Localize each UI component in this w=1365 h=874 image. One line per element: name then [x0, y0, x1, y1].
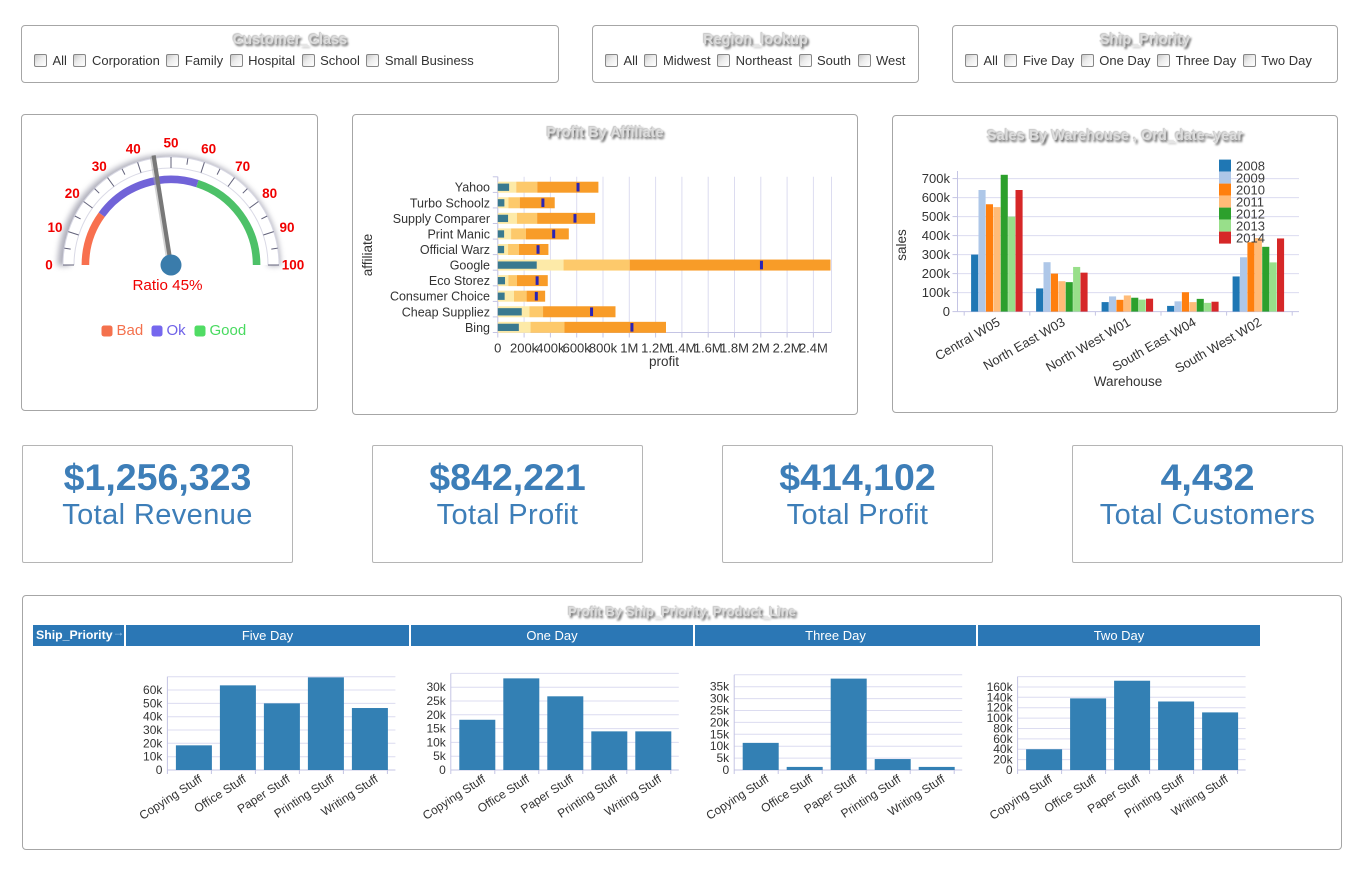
svg-text:0: 0	[494, 341, 501, 356]
svg-text:80: 80	[262, 186, 277, 201]
svg-text:Bing: Bing	[465, 321, 490, 335]
svg-text:30k: 30k	[710, 692, 730, 706]
svg-text:100k: 100k	[987, 711, 1014, 725]
svg-text:Print Manic: Print Manic	[427, 227, 490, 241]
svg-text:60k: 60k	[143, 683, 163, 697]
svg-text:30k: 30k	[426, 680, 446, 694]
svg-text:0: 0	[943, 304, 950, 319]
svg-text:20k: 20k	[143, 736, 163, 750]
svg-text:1M: 1M	[620, 341, 638, 356]
svg-text:90: 90	[279, 220, 294, 235]
svg-text:700k: 700k	[922, 171, 951, 186]
svg-text:200k: 200k	[922, 266, 951, 281]
svg-text:40k: 40k	[993, 742, 1013, 756]
svg-text:Official Warz: Official Warz	[420, 243, 490, 257]
svg-text:sales: sales	[894, 229, 909, 261]
svg-text:20k: 20k	[993, 753, 1013, 767]
svg-text:Ok: Ok	[167, 322, 187, 339]
svg-text:800k: 800k	[589, 341, 618, 356]
svg-text:2014: 2014	[1236, 231, 1265, 246]
svg-text:20k: 20k	[710, 715, 730, 729]
svg-text:0: 0	[156, 763, 163, 777]
svg-text:30k: 30k	[143, 723, 163, 737]
svg-text:0: 0	[439, 763, 446, 777]
svg-text:0: 0	[1006, 763, 1013, 777]
svg-text:140k: 140k	[987, 690, 1014, 704]
svg-text:Google: Google	[450, 259, 490, 273]
svg-text:20: 20	[65, 186, 80, 201]
svg-text:Copying Stuff: Copying Stuff	[987, 771, 1055, 822]
svg-text:Copying Stuff: Copying Stuff	[703, 771, 771, 822]
svg-text:25k: 25k	[426, 694, 446, 708]
svg-text:200k: 200k	[510, 341, 539, 356]
svg-text:2010: 2010	[1236, 183, 1265, 198]
svg-text:15k: 15k	[710, 727, 730, 741]
svg-text:Bad: Bad	[117, 322, 144, 339]
svg-text:0: 0	[723, 763, 730, 777]
svg-text:35k: 35k	[710, 680, 730, 694]
svg-text:10: 10	[47, 220, 62, 235]
svg-text:Supply Comparer: Supply Comparer	[393, 212, 490, 226]
svg-text:70: 70	[235, 159, 250, 174]
svg-text:1.4M: 1.4M	[667, 341, 696, 356]
svg-text:30: 30	[92, 159, 107, 174]
svg-text:profit: profit	[649, 354, 679, 369]
svg-text:10k: 10k	[426, 735, 446, 749]
svg-text:500k: 500k	[922, 209, 951, 224]
svg-text:600k: 600k	[563, 341, 592, 356]
svg-text:100: 100	[282, 258, 305, 273]
svg-text:Yahoo: Yahoo	[455, 181, 490, 195]
svg-text:50k: 50k	[143, 696, 163, 710]
svg-text:25k: 25k	[710, 704, 730, 718]
svg-text:2009: 2009	[1236, 171, 1265, 186]
svg-text:Good: Good	[210, 322, 247, 339]
svg-text:300k: 300k	[922, 247, 951, 262]
svg-text:2.4M: 2.4M	[799, 341, 828, 356]
svg-text:15k: 15k	[426, 722, 446, 736]
svg-text:affiliate: affiliate	[360, 234, 375, 277]
svg-text:120k: 120k	[987, 701, 1014, 715]
svg-text:5k: 5k	[433, 749, 447, 763]
svg-text:2012: 2012	[1236, 207, 1265, 222]
svg-text:Copying Stuff: Copying Stuff	[420, 771, 488, 822]
svg-text:2M: 2M	[752, 341, 770, 356]
svg-text:0: 0	[45, 258, 53, 273]
svg-text:600k: 600k	[922, 190, 951, 205]
svg-text:Copying Stuff: Copying Stuff	[137, 771, 205, 822]
svg-text:1.6M: 1.6M	[694, 341, 723, 356]
svg-text:40: 40	[126, 142, 141, 157]
svg-text:Consumer Choice: Consumer Choice	[390, 290, 490, 304]
svg-text:20k: 20k	[426, 708, 446, 722]
svg-text:400k: 400k	[536, 341, 565, 356]
svg-text:Cheap Suppliez: Cheap Suppliez	[402, 305, 490, 319]
svg-text:1.8M: 1.8M	[720, 341, 749, 356]
svg-text:10k: 10k	[710, 739, 730, 753]
svg-text:2.2M: 2.2M	[773, 341, 802, 356]
svg-text:Eco Storez: Eco Storez	[429, 274, 490, 288]
svg-text:50: 50	[163, 136, 178, 151]
svg-text:10k: 10k	[143, 750, 163, 764]
svg-text:Turbo Schoolz: Turbo Schoolz	[410, 196, 490, 210]
svg-text:100k: 100k	[922, 285, 951, 300]
svg-text:2011: 2011	[1236, 195, 1264, 210]
svg-text:Ratio 45%: Ratio 45%	[132, 277, 202, 294]
svg-text:2008: 2008	[1236, 159, 1265, 174]
svg-text:1.2M: 1.2M	[641, 341, 670, 356]
svg-text:2013: 2013	[1236, 219, 1265, 234]
svg-text:80k: 80k	[993, 722, 1013, 736]
svg-text:Warehouse: Warehouse	[1094, 374, 1163, 389]
svg-text:60: 60	[201, 142, 216, 157]
svg-text:5k: 5k	[717, 751, 731, 765]
svg-text:160k: 160k	[987, 680, 1014, 694]
svg-text:40k: 40k	[143, 710, 163, 724]
svg-text:60k: 60k	[993, 732, 1013, 746]
svg-text:400k: 400k	[922, 228, 951, 243]
